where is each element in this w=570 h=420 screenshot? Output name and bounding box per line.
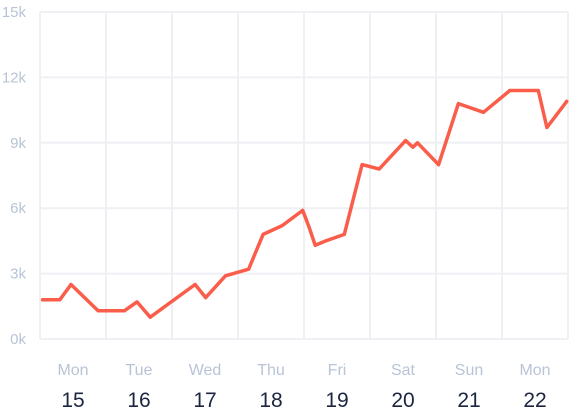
- data-point: [377, 167, 381, 171]
- chart-grid: [39, 11, 569, 340]
- y-tick-label: 15k: [2, 4, 27, 21]
- data-point: [508, 88, 512, 93]
- x-tick-day-label: Mon: [57, 362, 88, 379]
- data-point: [360, 163, 364, 167]
- chart-series: [40, 88, 569, 319]
- data-point: [301, 208, 305, 212]
- data-point: [411, 145, 415, 149]
- data-point: [545, 125, 549, 130]
- x-tick-date-label: 18: [259, 389, 282, 412]
- x-tick-day-label: Mon: [519, 362, 550, 379]
- data-point: [481, 110, 486, 114]
- data-point: [204, 295, 208, 300]
- y-tick-label: 3k: [10, 266, 26, 283]
- series-line: [40, 88, 569, 319]
- data-point: [437, 163, 441, 167]
- data-point: [415, 141, 420, 145]
- data-point: [193, 282, 197, 287]
- data-point: [41, 298, 45, 302]
- x-tick-day-label: Wed: [189, 362, 222, 379]
- x-tick-day-label: Thu: [257, 362, 285, 379]
- y-tick-label: 9k: [10, 135, 26, 152]
- x-tick-date-label: 22: [523, 389, 546, 412]
- data-point: [565, 99, 569, 103]
- x-tick-day-label: Sat: [391, 362, 416, 379]
- x-tick-date-label: 15: [61, 389, 84, 412]
- y-tick-label: 0k: [10, 331, 26, 348]
- data-point: [261, 232, 265, 236]
- y-tick-label: 12k: [2, 69, 27, 86]
- data-point: [246, 267, 251, 271]
- y-tick-label: 6k: [10, 200, 26, 217]
- data-point: [536, 88, 540, 93]
- data-point: [122, 309, 127, 313]
- data-point: [69, 282, 73, 287]
- data-point: [148, 315, 152, 319]
- y-axis-ticks: 0k 3k 6k 9k 12k 15k: [2, 4, 27, 348]
- data-point: [404, 139, 408, 143]
- data-point: [342, 232, 346, 236]
- x-tick-day-label: Sun: [455, 362, 483, 379]
- data-point: [96, 309, 100, 313]
- x-tick-date-label: 17: [193, 389, 216, 412]
- x-tick-date-label: 19: [325, 389, 348, 412]
- x-tick-day-label: Tue: [126, 362, 153, 379]
- data-point: [307, 226, 311, 230]
- data-point: [223, 274, 228, 278]
- data-point: [58, 298, 62, 302]
- x-tick-date-label: 21: [457, 389, 480, 412]
- x-axis-ticks: Mon 15 Tue 16 Wed 17 Thu 18 Fri 19 Sat 20 Sun 21 Mon 22: [57, 362, 550, 412]
- data-point: [456, 101, 461, 106]
- data-point: [313, 243, 317, 247]
- data-point: [280, 224, 284, 228]
- data-point: [324, 239, 328, 243]
- data-point: [135, 300, 139, 304]
- x-tick-date-label: 16: [127, 389, 150, 412]
- x-tick-day-label: Fri: [328, 362, 347, 379]
- x-tick-date-label: 20: [391, 389, 414, 412]
